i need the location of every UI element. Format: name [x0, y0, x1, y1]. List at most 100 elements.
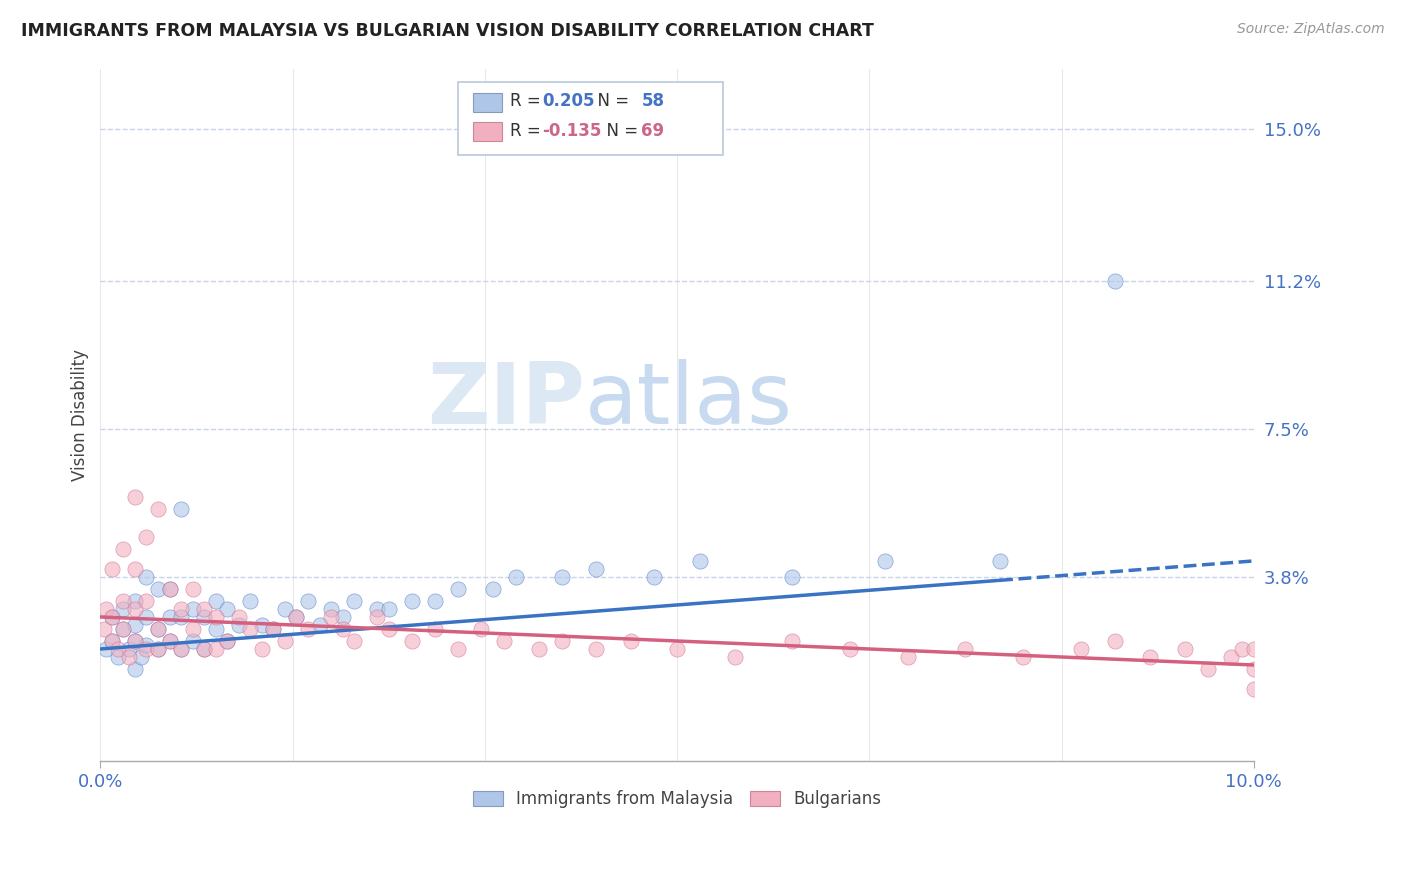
Point [228, 610, 250, 624]
Point [643, 570, 665, 584]
Point [423, 594, 446, 608]
Point [146, 582, 169, 596]
Point [135, 570, 157, 584]
Point [181, 622, 204, 636]
Text: N =: N = [596, 122, 644, 140]
Point [1243, 662, 1265, 676]
Point [1243, 642, 1265, 657]
Point [159, 634, 181, 648]
Point [170, 610, 193, 624]
Point [481, 582, 503, 596]
Point [112, 594, 135, 608]
Text: R =: R = [510, 92, 546, 110]
Text: R =: R = [510, 122, 546, 140]
Point [470, 622, 492, 636]
Point [129, 650, 152, 665]
Point [135, 594, 157, 608]
Point [112, 541, 135, 556]
Text: 69: 69 [641, 122, 665, 140]
Point [101, 634, 124, 648]
Point [159, 610, 181, 624]
Point [146, 501, 169, 516]
Point [159, 634, 181, 648]
Point [112, 602, 135, 616]
Point [505, 570, 527, 584]
Point [585, 562, 607, 576]
FancyBboxPatch shape [458, 82, 723, 155]
Point [1139, 650, 1161, 665]
Point [181, 602, 204, 616]
Point [297, 622, 319, 636]
Point [93, 622, 115, 636]
Point [204, 642, 226, 657]
Point [262, 622, 284, 636]
Point [366, 610, 388, 624]
Legend: Immigrants from Malaysia, Bulgarians: Immigrants from Malaysia, Bulgarians [467, 784, 889, 815]
Point [107, 650, 129, 665]
Point [135, 642, 157, 657]
Text: IMMIGRANTS FROM MALAYSIA VS BULGARIAN VISION DISABILITY CORRELATION CHART: IMMIGRANTS FROM MALAYSIA VS BULGARIAN VI… [21, 22, 875, 40]
Point [343, 594, 366, 608]
Point [217, 634, 239, 648]
Point [1219, 650, 1241, 665]
Point [228, 618, 250, 632]
Text: Source: ZipAtlas.com: Source: ZipAtlas.com [1237, 22, 1385, 37]
Point [159, 582, 181, 596]
Point [551, 634, 574, 648]
Point [285, 610, 308, 624]
Text: 58: 58 [641, 92, 665, 110]
Point [377, 602, 399, 616]
Point [118, 650, 141, 665]
Point [204, 610, 226, 624]
Point [782, 570, 804, 584]
Point [170, 501, 193, 516]
Y-axis label: Vision Disability: Vision Disability [72, 349, 89, 481]
Point [193, 642, 215, 657]
Point [135, 638, 157, 652]
Point [955, 642, 977, 657]
Point [250, 618, 273, 632]
Point [135, 530, 157, 544]
Point [124, 562, 146, 576]
Point [666, 642, 689, 657]
Point [585, 642, 607, 657]
Point [170, 642, 193, 657]
Point [181, 582, 204, 596]
Point [193, 610, 215, 624]
Point [897, 650, 920, 665]
Point [135, 610, 157, 624]
Point [146, 622, 169, 636]
Point [1232, 642, 1254, 657]
Point [494, 634, 516, 648]
Point [447, 582, 470, 596]
Point [204, 622, 226, 636]
Point [332, 622, 354, 636]
Point [101, 562, 124, 576]
Point [94, 602, 117, 616]
Point [873, 554, 896, 568]
Point [112, 622, 135, 636]
Point [1070, 642, 1092, 657]
Point [689, 554, 711, 568]
Text: -0.135: -0.135 [543, 122, 602, 140]
Point [239, 622, 262, 636]
Point [377, 622, 399, 636]
Point [170, 642, 193, 657]
Point [146, 642, 169, 657]
Point [1104, 634, 1126, 648]
Point [308, 618, 330, 632]
Point [181, 634, 204, 648]
Text: atlas: atlas [585, 359, 793, 442]
Point [118, 642, 141, 657]
Point [239, 594, 262, 608]
Point [124, 490, 146, 504]
Point [988, 554, 1011, 568]
Point [401, 594, 423, 608]
Point [101, 610, 124, 624]
Text: N =: N = [588, 92, 634, 110]
Point [124, 634, 146, 648]
Point [124, 662, 146, 676]
Point [217, 634, 239, 648]
Point [1243, 681, 1265, 696]
Point [159, 582, 181, 596]
